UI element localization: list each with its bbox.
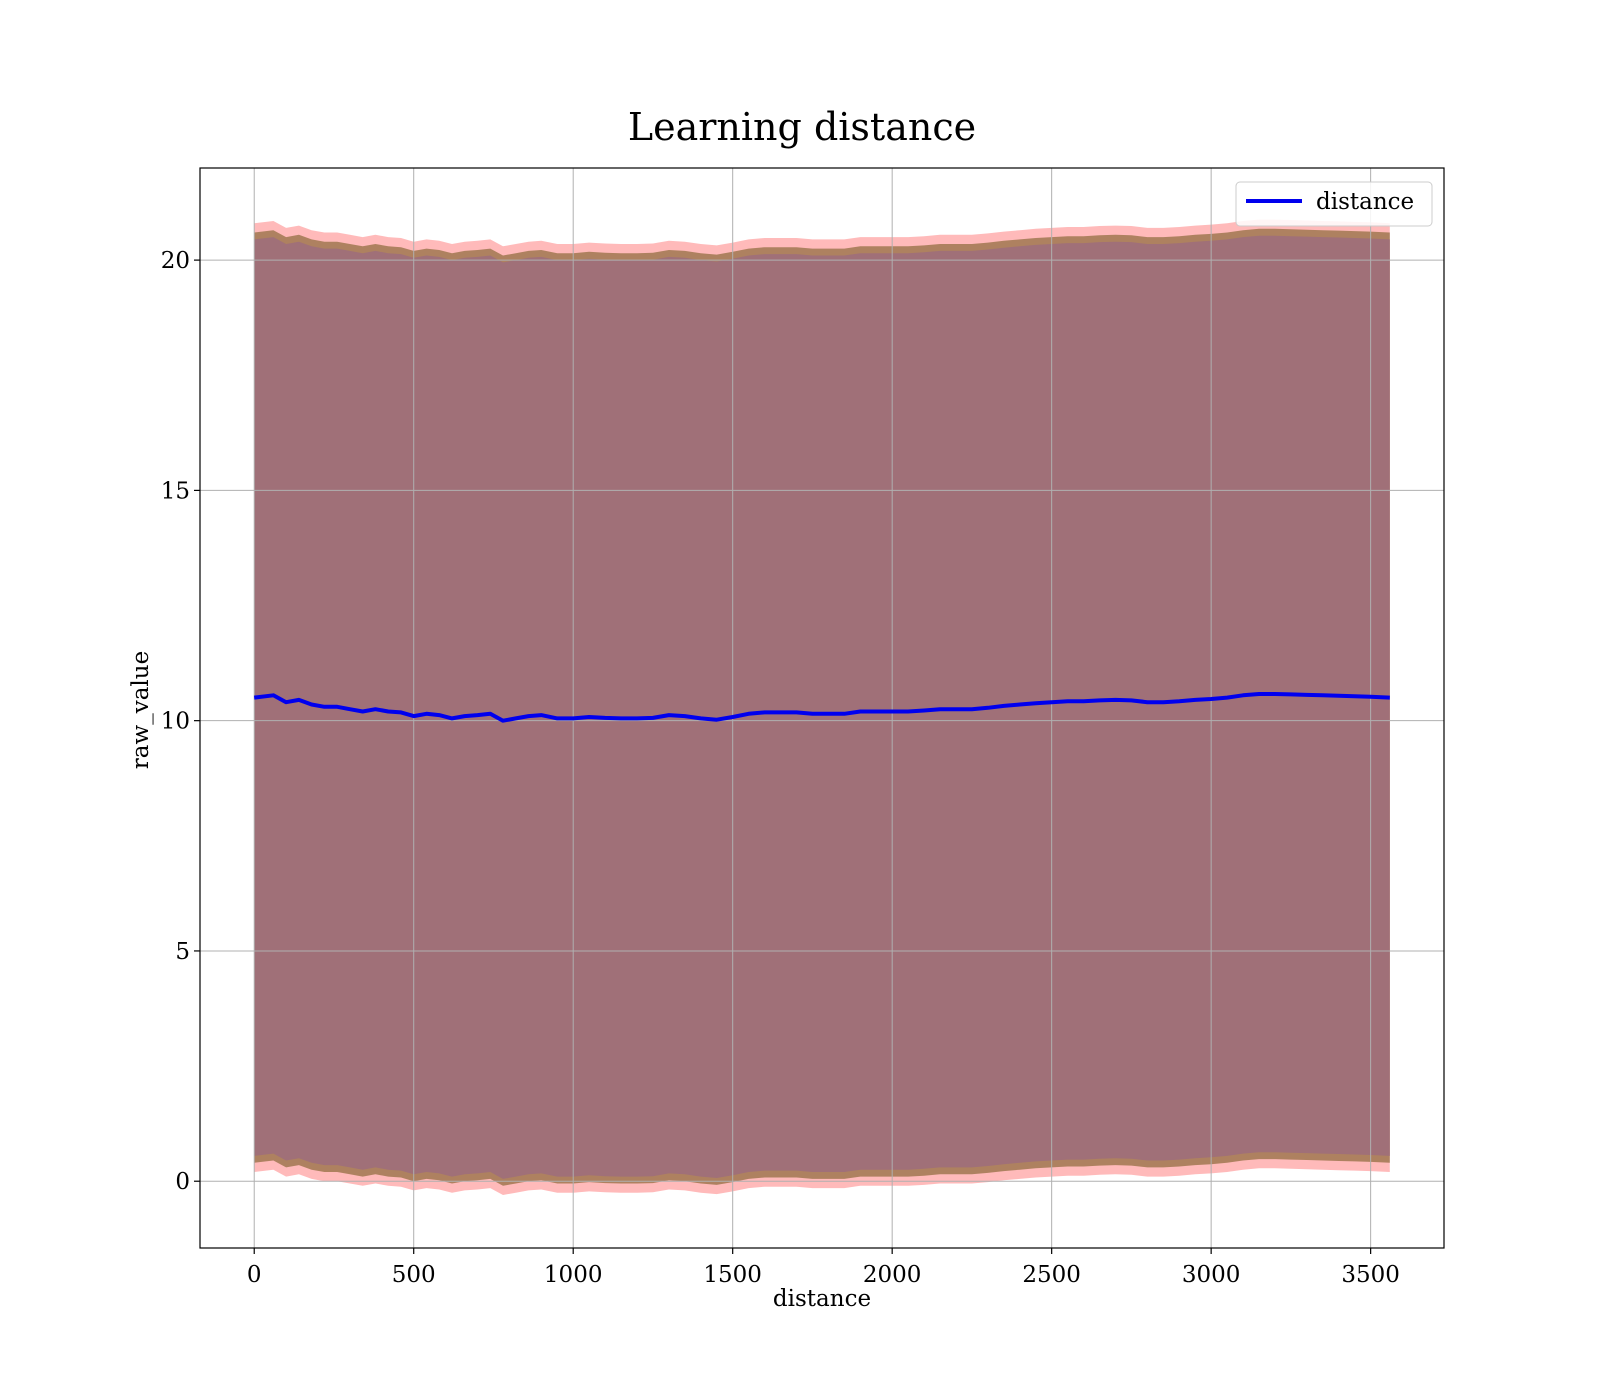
x-tick-label: 2500	[1022, 1262, 1081, 1288]
chart-title: Learning distance	[628, 105, 976, 149]
x-tick-label: 0	[247, 1262, 262, 1288]
x-tick-label: 500	[392, 1262, 436, 1288]
y-axis-ticks: 0 5 10 15 20	[161, 248, 200, 1195]
legend-box	[1235, 181, 1433, 227]
series-line-distance	[253, 692, 1390, 723]
plot-frame	[199, 167, 1445, 1249]
x-tick-label: 3000	[1182, 1262, 1241, 1288]
legend: distance	[1235, 181, 1433, 227]
y-tick-label: 0	[175, 1169, 190, 1195]
x-axis-ticks: 0 500 1000 1500 2000 2500 3000 3500	[247, 1248, 1400, 1288]
confidence-band-2	[254, 235, 1390, 1179]
x-tick-label: 2000	[863, 1262, 922, 1288]
y-tick-label: 15	[161, 478, 190, 504]
legend-label-distance: distance	[1316, 189, 1414, 215]
x-tick-label: 3500	[1341, 1262, 1400, 1288]
y-tick-label: 10	[161, 709, 190, 735]
x-tick-label: 1000	[544, 1262, 603, 1288]
x-tick-label: 1500	[703, 1262, 762, 1288]
x-axis-label: distance	[773, 1286, 871, 1312]
plot-area	[254, 219, 1390, 1196]
y-tick-label: 20	[161, 248, 190, 274]
y-axis-label: raw_value	[128, 651, 154, 769]
grid	[200, 168, 1444, 1248]
series-layer	[253, 692, 1390, 723]
y-tick-label: 5	[175, 939, 190, 965]
